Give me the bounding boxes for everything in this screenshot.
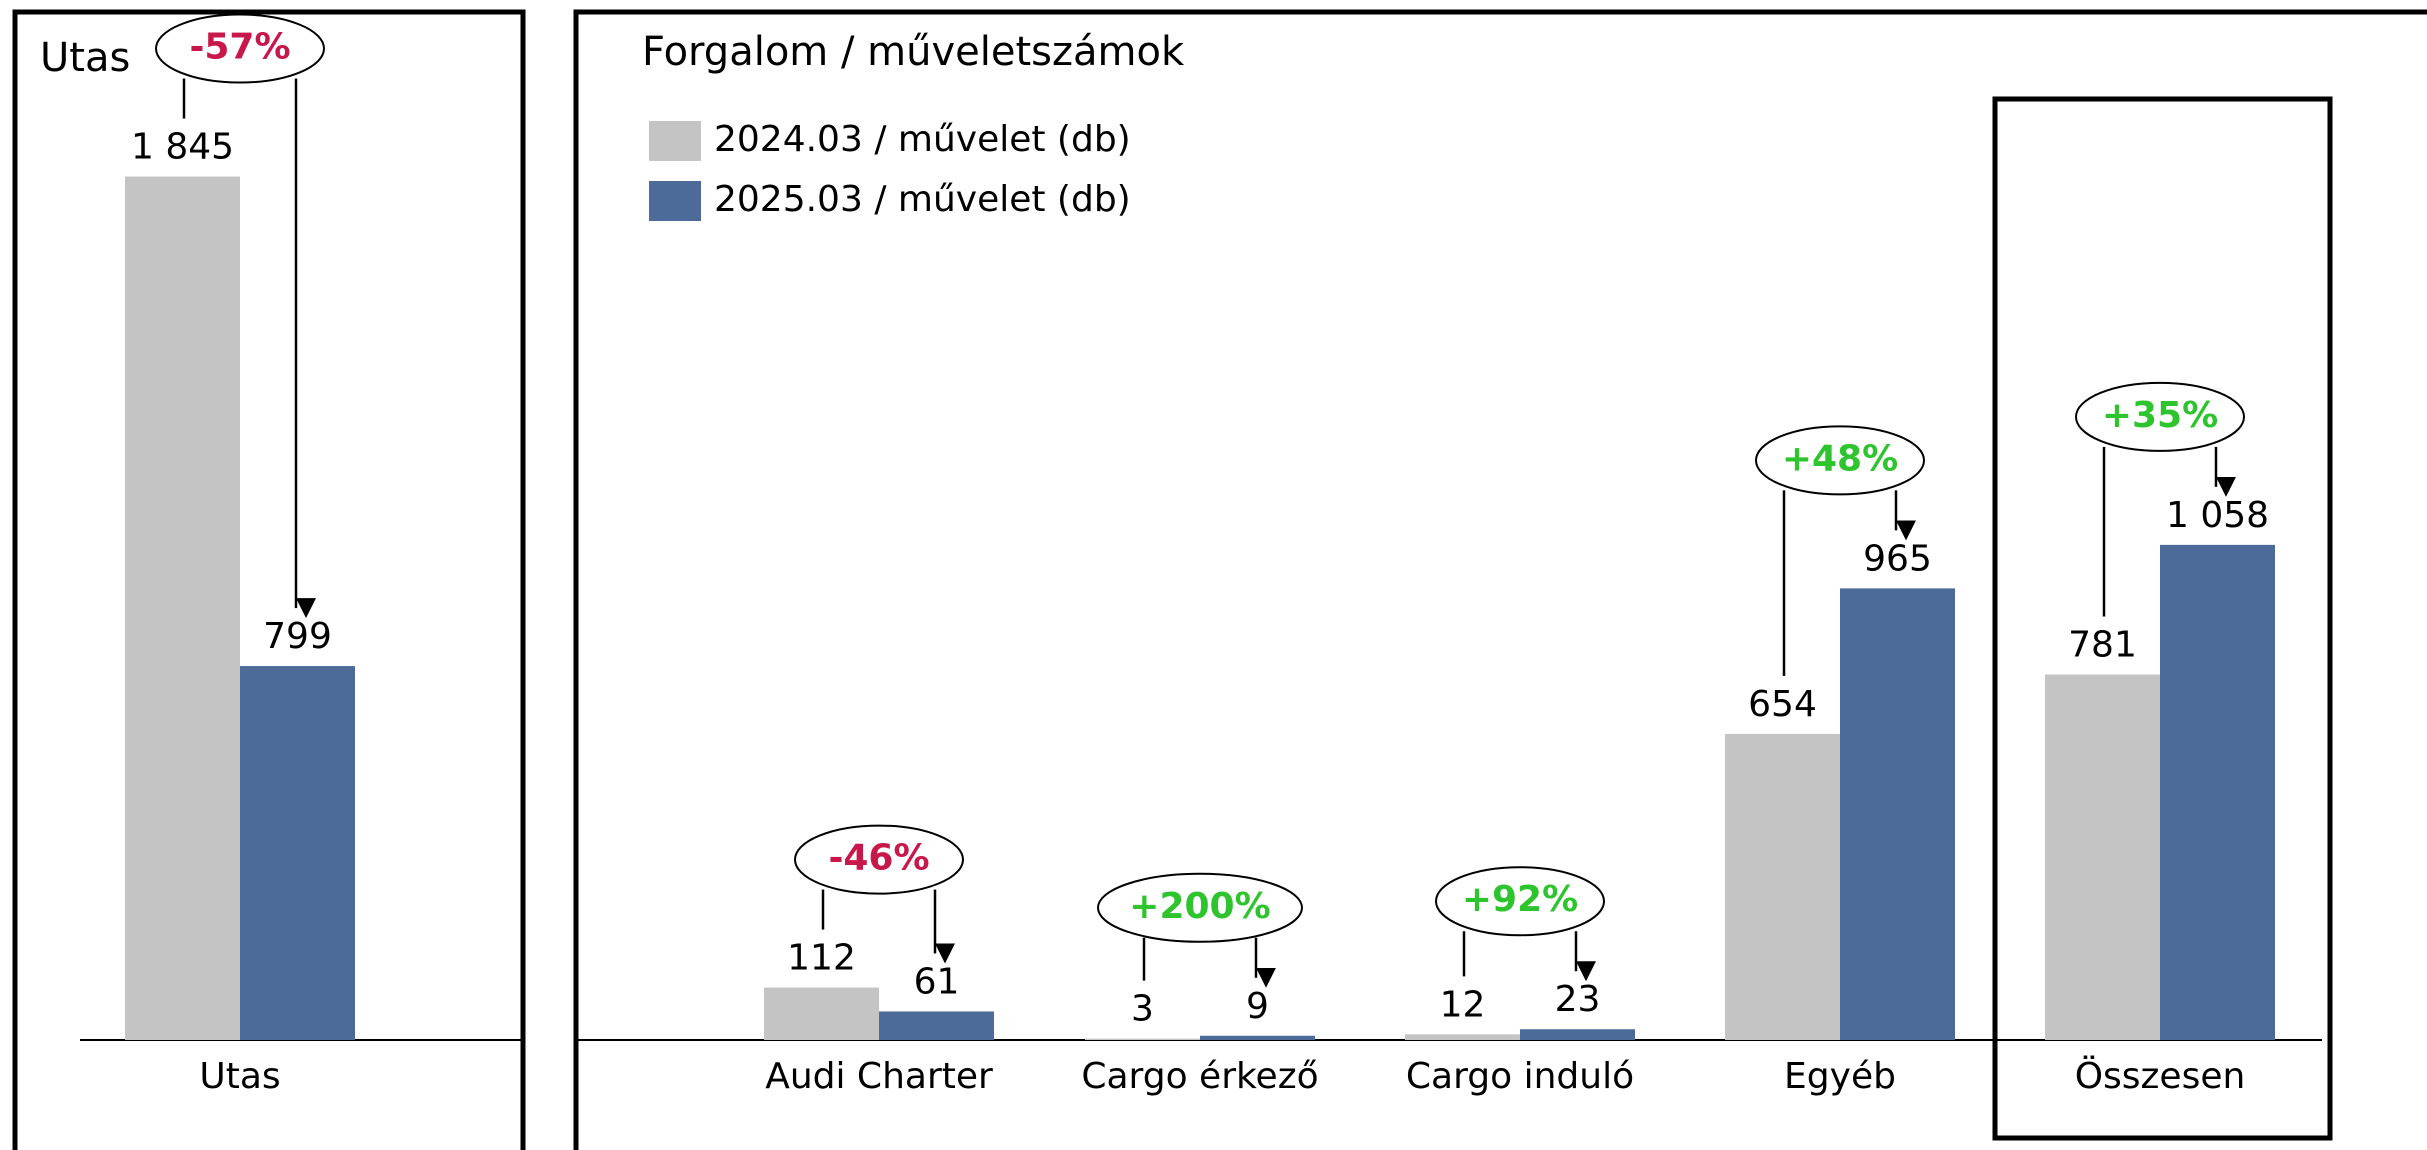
x-tick-label: Cargo induló	[1406, 1056, 1634, 1097]
change-label: +92%	[1462, 879, 1578, 920]
value-label: 23	[1555, 979, 1601, 1020]
x-tick-label: Cargo érkező	[1081, 1056, 1318, 1097]
value-label: 61	[914, 961, 960, 1002]
x-tick-label: Utas	[199, 1056, 280, 1097]
bar	[1200, 1035, 1315, 1040]
bar	[1520, 1029, 1635, 1040]
value-label: 112	[787, 938, 856, 979]
bar	[240, 666, 355, 1040]
change-label: +48%	[1782, 438, 1898, 479]
value-label: 654	[1748, 684, 1817, 725]
x-tick-label: Audi Charter	[765, 1056, 993, 1097]
value-label: 1 058	[2166, 495, 2269, 536]
change-bubble	[794, 824, 964, 895]
bar	[879, 1011, 994, 1040]
change-bubble	[155, 13, 325, 84]
change-bubble	[1097, 872, 1303, 943]
chart-title: Utas	[40, 35, 130, 81]
bar	[1405, 1034, 1520, 1040]
bar	[2045, 674, 2160, 1040]
value-label: 12	[1440, 984, 1486, 1025]
legend-swatch	[649, 121, 701, 161]
bar	[125, 176, 240, 1041]
legend-swatch	[649, 181, 701, 221]
change-label: -46%	[828, 838, 929, 879]
change-bubble	[1435, 866, 1605, 937]
value-label: 965	[1863, 538, 1932, 579]
value-label: 781	[2068, 624, 2137, 665]
value-label: 799	[263, 616, 332, 657]
change-bubble	[1755, 425, 1925, 496]
x-tick-label: Összesen	[2075, 1055, 2246, 1097]
legend-label: 2025.03 / művelet (db)	[714, 179, 1131, 220]
left-frame	[12, 9, 526, 1150]
chart-title: Forgalom / műveletszámok	[642, 29, 1185, 75]
value-label: 3	[1131, 989, 1154, 1030]
total-highlight	[1992, 96, 2333, 1141]
right-frame	[573, 9, 2427, 1150]
change-label: +35%	[2102, 395, 2218, 436]
value-label: 1 845	[131, 127, 234, 168]
legend-label: 2024.03 / művelet (db)	[714, 119, 1131, 160]
bar	[764, 987, 879, 1040]
bar	[1085, 1038, 1200, 1040]
value-label: 9	[1246, 986, 1269, 1027]
change-label: -57%	[189, 27, 290, 68]
change-label: +200%	[1129, 886, 1270, 927]
bar	[2160, 544, 2275, 1040]
x-tick-label: Egyéb	[1784, 1056, 1896, 1097]
bar	[1725, 733, 1840, 1040]
bar	[1840, 588, 1955, 1040]
change-bubble	[2075, 381, 2245, 452]
